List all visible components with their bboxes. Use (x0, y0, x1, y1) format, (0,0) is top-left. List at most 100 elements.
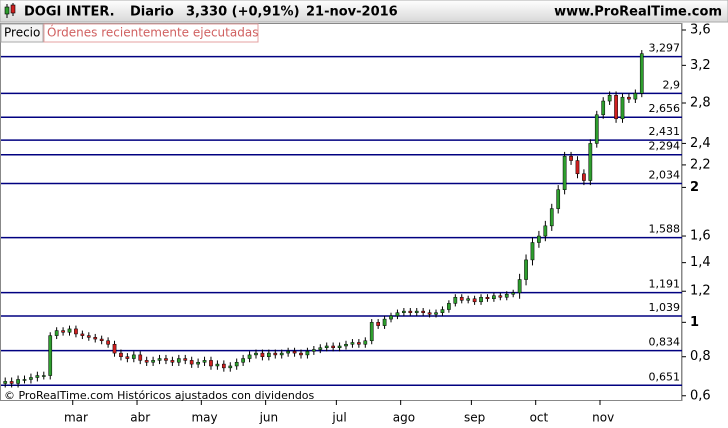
y-tick-label: 2,8 (690, 95, 711, 110)
footer: © ProRealTime.com Históricos ajustados c… (4, 389, 315, 402)
y-tick-label: 2,4 (690, 136, 711, 151)
candle-body (241, 358, 245, 363)
tab[interactable] (0, 23, 44, 43)
candle-body (427, 312, 432, 315)
candle-body (54, 330, 59, 336)
level-label: 1,039 (649, 301, 681, 314)
candle-body (93, 337, 98, 340)
x-tick-label: may (191, 411, 217, 425)
candle-body (408, 310, 413, 313)
tab-label[interactable]: Precio (4, 26, 40, 40)
candle-body (395, 312, 400, 317)
candle-body (61, 330, 65, 333)
candle-body (607, 95, 612, 102)
candle-body (292, 351, 297, 354)
level-label: 2,431 (649, 125, 681, 138)
candle-body (517, 279, 522, 293)
candle-body (633, 93, 638, 100)
site: www.ProRealTime.com (554, 5, 722, 20)
candle-body (189, 360, 194, 365)
y-tick-label: 1,6 (690, 229, 711, 244)
candle-body (382, 318, 387, 326)
candle-body (337, 345, 342, 349)
candle-body (215, 363, 220, 367)
candle-body (170, 360, 175, 363)
candle-body (279, 352, 284, 356)
candle-body (299, 352, 303, 356)
quote: 3,330 (+0,91%) (186, 5, 300, 20)
y-tick-label: 1,4 (690, 255, 711, 270)
level-label: 2,9 (663, 78, 681, 91)
candle-body (74, 328, 78, 335)
candle-body (67, 328, 72, 333)
candle-body (447, 303, 451, 310)
candle-body (627, 96, 631, 100)
tab[interactable] (43, 23, 259, 43)
candle-body (569, 155, 573, 161)
candle-body (266, 352, 271, 357)
candle-body (414, 310, 419, 313)
candle-body (543, 225, 548, 237)
candle-body (537, 235, 541, 243)
candle-body (511, 292, 516, 295)
candle-body (562, 155, 567, 190)
candle-body (9, 381, 14, 384)
symbol: DOGI INTER. (24, 5, 115, 20)
x-tick-label: jun (259, 411, 279, 425)
candle-body (164, 358, 168, 361)
candle-body (479, 296, 483, 303)
level-label: 1,588 (649, 223, 681, 236)
x-tick-label: mar (64, 411, 88, 425)
candle-body (614, 95, 618, 120)
candle-body (639, 53, 644, 94)
candle-body (48, 335, 53, 376)
date: 21-nov-2016 (306, 5, 398, 20)
candle-body (273, 352, 278, 356)
candle-body (331, 345, 335, 349)
y-tick-label: 1 (690, 315, 699, 330)
x-tick-label: sep (464, 411, 485, 425)
candle-body (350, 342, 355, 345)
candle-body (312, 349, 316, 352)
candle-body (594, 114, 599, 144)
candle-body (524, 259, 528, 280)
candle-body (549, 208, 554, 227)
level-label: 2,294 (649, 140, 681, 153)
candle-body (80, 333, 85, 336)
header-icon (4, 3, 16, 18)
candle-body (22, 379, 27, 381)
tab-label[interactable]: Órdenes recientemente ejecutadas (47, 25, 258, 40)
candle-body (196, 361, 200, 365)
candle-body (498, 295, 503, 298)
candle-body (466, 298, 471, 301)
candle-body (389, 315, 393, 320)
candle-body (112, 343, 117, 354)
y-tick-label: 0,6 (690, 388, 711, 403)
x-tick-label: abr (130, 411, 150, 425)
candle-body (234, 361, 239, 367)
candle-body (318, 347, 323, 350)
x-tick-label: oct (530, 411, 549, 425)
candle-body (376, 322, 381, 326)
candle-body (176, 358, 181, 363)
candle-body (556, 189, 561, 209)
level-label: 2,656 (649, 102, 681, 115)
candle-body (183, 358, 188, 361)
y-tick-label: 2 (690, 180, 699, 195)
x-tick-label: ago (393, 411, 415, 425)
candle-body (485, 296, 490, 300)
candle-body (363, 340, 368, 345)
candle-body (106, 340, 110, 345)
y-tick-label: 3,6 (690, 23, 711, 38)
candle-body (472, 298, 477, 303)
candle-body (86, 335, 91, 338)
period: Diario (130, 5, 174, 20)
candle-body (344, 343, 348, 347)
candle-body (157, 358, 162, 361)
candle-body (125, 356, 130, 359)
candle-body (119, 352, 123, 357)
plot: 3,297 2,9 2,656 2,431 2,294 2,034 1,588 1,191 1,… (1, 42, 682, 388)
level-label: 0,834 (649, 336, 681, 349)
level-label: 1,191 (649, 278, 681, 291)
